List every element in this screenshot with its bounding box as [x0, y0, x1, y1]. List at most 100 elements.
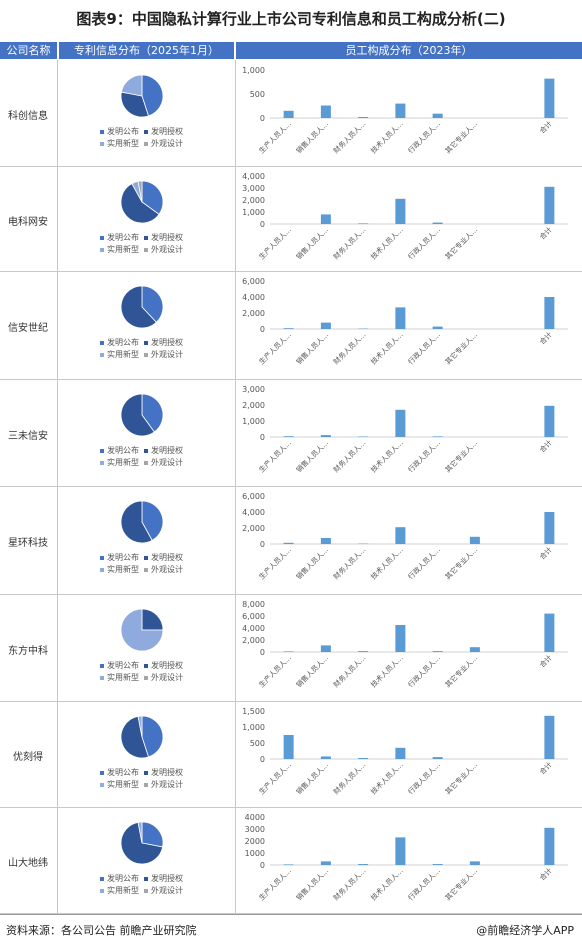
legend-item: 发明公布 [100, 552, 144, 564]
x-tick-label: 行政人员人… [406, 225, 442, 261]
legend-item: 发明授权 [144, 337, 188, 349]
header-patent: 专利信息分布（2025年1月） [59, 42, 234, 59]
legend-item: 外观设计 [144, 779, 188, 791]
x-tick-label: 其它专业人… [443, 653, 479, 689]
row-divider [0, 807, 582, 808]
patent-pie [120, 608, 164, 652]
legend-swatch [144, 770, 148, 775]
patent-pie [120, 285, 164, 329]
staff-bar [283, 110, 294, 118]
patent-pie [120, 393, 164, 437]
pie-legend: 发明公布 发明授权 实用新型 外观设计 [100, 767, 188, 791]
x-tick-label: 合计 [538, 866, 554, 882]
pie-slice [141, 74, 164, 117]
legend-item: 实用新型 [100, 244, 144, 256]
y-tick-label: 1,500 [242, 707, 265, 716]
legend-swatch [100, 448, 104, 453]
staff-bar [283, 436, 294, 437]
legend-item: 发明公布 [100, 660, 144, 672]
pie-legend: 发明公布 发明授权 实用新型 外观设计 [100, 232, 188, 256]
pie-legend: 发明公布 发明授权 实用新型 外观设计 [100, 873, 188, 897]
staff-bar [320, 538, 331, 544]
legend-item: 发明授权 [144, 873, 188, 885]
staff-bar [469, 861, 480, 865]
row-divider [0, 166, 582, 167]
legend-item: 发明授权 [144, 660, 188, 672]
x-tick-label: 技术人员人… [369, 225, 405, 261]
staff-bar [283, 735, 294, 759]
row-divider [0, 701, 582, 702]
pie-slice [120, 715, 149, 759]
company-name: 优刻得 [13, 752, 43, 763]
y-tick-label: 0 [260, 540, 265, 549]
legend-swatch [100, 663, 104, 668]
legend-label: 发明授权 [151, 553, 183, 562]
y-tick-label: 6,000 [242, 492, 265, 501]
staff-bar [432, 222, 443, 224]
legend-label: 发明公布 [107, 768, 139, 777]
x-tick-label: 其它专业人… [443, 119, 479, 155]
patent-pie [120, 74, 164, 118]
staff-bar [395, 409, 406, 437]
legend-swatch [100, 782, 104, 787]
legend-label: 外观设计 [151, 139, 183, 148]
legend-label: 实用新型 [107, 350, 139, 359]
staff-bar [544, 512, 555, 544]
y-tick-label: 0 [260, 755, 265, 764]
legend-item: 发明授权 [144, 126, 188, 138]
row-divider [0, 594, 582, 595]
legend-swatch [144, 567, 148, 572]
staff-bar [395, 747, 406, 759]
x-tick-label: 销售人员人… [294, 760, 330, 796]
legend-label: 发明授权 [151, 661, 183, 670]
legend-label: 外观设计 [151, 780, 183, 789]
row-divider [0, 379, 582, 380]
x-tick-label: 其它专业人… [443, 225, 479, 261]
x-tick-label: 财务人员人… [331, 545, 367, 581]
y-tick-label: 2,000 [242, 309, 265, 318]
header-company: 公司名称 [0, 42, 57, 59]
pie-slice [141, 821, 164, 848]
y-tick-label: 4,000 [242, 508, 265, 517]
y-tick-label: 3,000 [242, 184, 265, 193]
staff-bar [283, 651, 294, 652]
legend-swatch [144, 129, 148, 134]
staff-bar [432, 436, 443, 437]
staff-bar [358, 223, 369, 224]
staff-bar [320, 214, 331, 224]
staff-bar [432, 651, 443, 652]
legend-swatch [144, 782, 148, 787]
x-tick-label: 技术人员人… [369, 545, 405, 581]
staff-bar [432, 757, 443, 759]
x-tick-label: 技术人员人… [369, 653, 405, 689]
x-tick-label: 合计 [538, 760, 554, 776]
legend-item: 实用新型 [100, 349, 144, 361]
x-tick-label: 财务人员人… [331, 119, 367, 155]
legend-label: 实用新型 [107, 565, 139, 574]
y-tick-label: 2000 [245, 837, 265, 846]
x-tick-label: 财务人员人… [331, 866, 367, 902]
pie-legend: 发明公布 发明授权 实用新型 外观设计 [100, 445, 188, 469]
x-tick-label: 合计 [538, 653, 554, 669]
x-tick-label: 销售人员人… [294, 545, 330, 581]
y-tick-label: 4000 [245, 813, 265, 822]
x-tick-label: 其它专业人… [443, 545, 479, 581]
x-tick-label: 技术人员人… [369, 119, 405, 155]
legend-label: 发明授权 [151, 127, 183, 136]
legend-item: 发明公布 [100, 126, 144, 138]
row-divider [0, 271, 582, 272]
x-tick-label: 行政人员人… [406, 545, 442, 581]
x-tick-label: 其它专业人… [443, 330, 479, 366]
staff-bar [395, 307, 406, 329]
company-name: 东方中科 [8, 645, 48, 657]
y-tick-label: 2,000 [242, 524, 265, 533]
legend-swatch [144, 876, 148, 881]
staff-bar [358, 864, 369, 865]
x-tick-label: 生产人员人… [257, 653, 293, 689]
legend-swatch [100, 340, 104, 345]
x-tick-label: 合计 [538, 545, 554, 561]
